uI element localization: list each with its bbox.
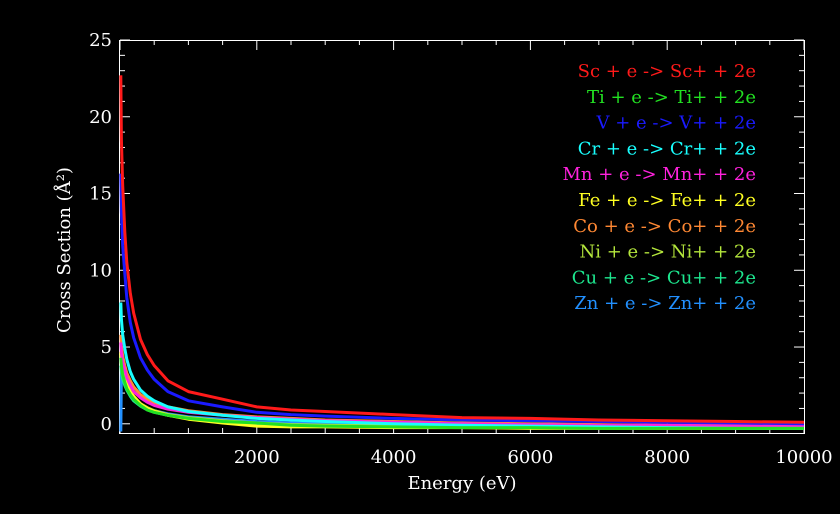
legend-entry: Sc + e -> Sc+ + 2e bbox=[578, 61, 756, 82]
legend-entry: Ni + e -> Ni+ + 2e bbox=[579, 242, 756, 263]
legend-entry: Cr + e -> Cr+ + 2e bbox=[578, 138, 756, 159]
legend-entry: Zn + e -> Zn+ + 2e bbox=[574, 293, 756, 314]
series-line bbox=[119, 75, 805, 424]
x-tick-label: 8000 bbox=[644, 447, 690, 468]
legend-entry: Fe + e -> Fe+ + 2e bbox=[578, 190, 756, 211]
x-tick-label: 4000 bbox=[371, 447, 417, 468]
x-tick-label: 6000 bbox=[507, 447, 553, 468]
legend-entry: V + e -> V+ + 2e bbox=[596, 113, 757, 134]
legend-entry: Mn + e -> Mn+ + 2e bbox=[562, 164, 756, 185]
y-tick-label: 25 bbox=[89, 30, 112, 51]
series-line bbox=[119, 357, 804, 430]
y-tick-label: 20 bbox=[89, 107, 112, 128]
y-tick-label: 5 bbox=[101, 337, 112, 358]
y-axis-label: Cross Section (Å²) bbox=[53, 167, 75, 333]
series-lines bbox=[119, 75, 805, 432]
legend-entry: Cu + e -> Cu+ + 2e bbox=[572, 267, 756, 288]
x-tick-label: 10000 bbox=[775, 447, 832, 468]
legend-entry: Ti + e -> Ti+ + 2e bbox=[587, 87, 756, 108]
tick-labels: 2000 4000 6000 8000 10000 0 5 10 15 20 25 bbox=[89, 30, 833, 468]
x-axis-label: Energy (eV) bbox=[407, 473, 516, 494]
y-tick-label: 0 bbox=[101, 414, 112, 435]
legend-entry: Co + e -> Co+ + 2e bbox=[573, 216, 756, 237]
y-tick-label: 15 bbox=[89, 184, 112, 205]
x-tick-label: 2000 bbox=[234, 447, 280, 468]
y-tick-label: 10 bbox=[89, 260, 112, 281]
series-line bbox=[119, 173, 805, 426]
legend: Sc + e -> Sc+ + 2e Ti + e -> Ti+ + 2e V + … bbox=[562, 61, 756, 314]
